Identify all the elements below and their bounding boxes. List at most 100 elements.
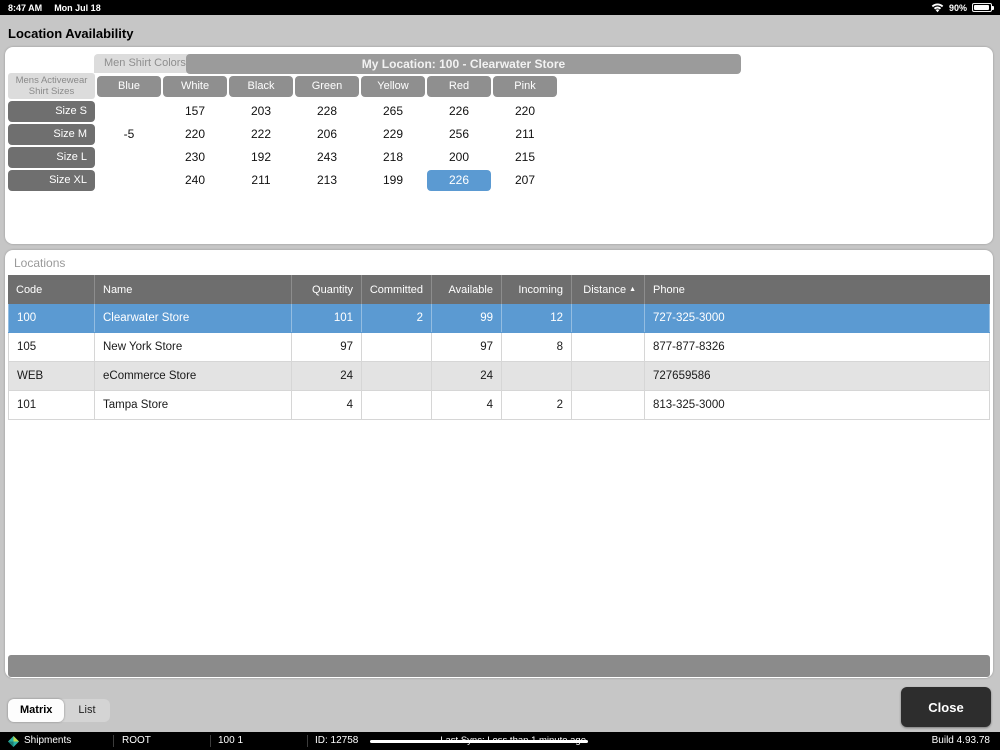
shipments-app-icon xyxy=(8,735,19,747)
matrix-cell[interactable]: 215 xyxy=(514,150,536,164)
bottom-bar-divider xyxy=(210,735,211,747)
bottom-bar-divider xyxy=(113,735,114,747)
matrix-cell[interactable]: 229 xyxy=(382,127,404,141)
matrix-cell-selected[interactable]: 226 xyxy=(427,170,491,191)
battery-nub xyxy=(992,6,994,10)
matrix-cell[interactable]: 157 xyxy=(184,104,206,118)
row-header-size-xl[interactable]: Size XL xyxy=(8,170,95,191)
ios-status-bar: 8:47 AM Mon Jul 18 90% xyxy=(0,0,1000,15)
matrix-cell[interactable]: 199 xyxy=(382,173,404,187)
column-header-pink[interactable]: Pink xyxy=(493,75,557,97)
my-location-banner: My Location: 100 - Clearwater Store xyxy=(186,54,741,74)
matrix-cell[interactable]: 230 xyxy=(184,150,206,164)
matrix-cell[interactable] xyxy=(97,147,161,168)
tab-men-shirt-colors[interactable]: Men Shirt Colors xyxy=(94,54,196,73)
cell-available: 24 xyxy=(432,362,502,390)
row-header-size-m[interactable]: Size M xyxy=(8,124,95,145)
location-row[interactable]: 105 New York Store 97 97 8 877-877-8326 xyxy=(8,333,990,362)
column-header-quantity[interactable]: Quantity xyxy=(292,275,362,304)
cell-available: 99 xyxy=(432,304,502,332)
matrix-cell[interactable]: 207 xyxy=(514,173,536,187)
matrix-cell[interactable]: 206 xyxy=(316,127,338,141)
matrix-cell[interactable]: 228 xyxy=(316,104,338,118)
battery-fill xyxy=(974,5,989,10)
column-header-code[interactable]: Code xyxy=(8,275,95,304)
column-header-black[interactable]: Black xyxy=(229,75,293,97)
cell-committed xyxy=(362,391,432,419)
record-id-label: ID: 12758 xyxy=(315,735,359,746)
matrix-cell[interactable]: 220 xyxy=(514,104,536,118)
cell-name: Clearwater Store xyxy=(95,304,292,332)
cell-code: WEB xyxy=(8,362,95,390)
cell-available: 4 xyxy=(432,391,502,419)
matrix-cell[interactable] xyxy=(97,101,161,122)
matrix-cell[interactable]: 220 xyxy=(184,127,206,141)
battery-percent: 90% xyxy=(948,2,967,13)
column-header-red[interactable]: Red xyxy=(427,75,491,97)
row-header-size-s[interactable]: Size S xyxy=(8,101,95,122)
cell-distance xyxy=(572,304,645,332)
matrix-cell[interactable]: 192 xyxy=(250,150,272,164)
matrix-cell[interactable]: 256 xyxy=(448,127,470,141)
cell-committed: 2 xyxy=(362,304,432,332)
column-header-incoming[interactable]: Incoming xyxy=(502,275,572,304)
column-header-green[interactable]: Green xyxy=(295,75,359,97)
cell-distance xyxy=(572,362,645,390)
column-header-distance[interactable]: Distance ▲ xyxy=(572,275,645,304)
matrix-cell[interactable]: 211 xyxy=(515,127,535,141)
matrix-cell[interactable]: 211 xyxy=(251,173,271,187)
column-header-yellow[interactable]: Yellow xyxy=(361,75,425,97)
battery-icon xyxy=(972,3,994,12)
column-header-committed[interactable]: Committed xyxy=(362,275,432,304)
locations-scrollbar[interactable] xyxy=(8,655,990,677)
matrix-cell[interactable]: -5 xyxy=(123,127,135,141)
matrix-view-button[interactable]: Matrix xyxy=(8,699,65,722)
status-date: Mon Jul 18 xyxy=(54,2,101,13)
sync-status-text: Last Sync: Less than 1 minute ago xyxy=(440,735,586,746)
matrix-cell[interactable]: 243 xyxy=(316,150,338,164)
column-header-available[interactable]: Available xyxy=(432,275,502,304)
cell-code: 100 xyxy=(8,304,95,332)
cell-incoming: 8 xyxy=(502,333,572,361)
location-row[interactable]: 101 Tampa Store 4 4 2 813-325-3000 xyxy=(8,391,990,420)
bottom-bar-divider xyxy=(307,735,308,747)
matrix-grid: Mens Activewear Shirt Sizes Blue White B… xyxy=(8,73,557,191)
shipments-label: Shipments xyxy=(24,735,72,746)
cell-name: New York Store xyxy=(95,333,292,361)
view-toggle: Matrix List xyxy=(8,699,110,722)
distance-label: Distance xyxy=(583,283,627,296)
cell-name: eCommerce Store xyxy=(95,362,292,390)
matrix-cell[interactable]: 200 xyxy=(448,150,470,164)
column-header-blue[interactable]: Blue xyxy=(97,75,161,97)
list-view-button[interactable]: List xyxy=(78,704,96,716)
locations-header-row: Code Name Quantity Committed Available I… xyxy=(8,275,990,304)
matrix-cell[interactable]: 203 xyxy=(250,104,272,118)
matrix-cell[interactable]: 240 xyxy=(184,173,206,187)
row-header-size-l[interactable]: Size L xyxy=(8,147,95,168)
matrix-cell[interactable]: 226 xyxy=(448,104,470,118)
cell-quantity: 4 xyxy=(292,391,362,419)
close-button[interactable]: Close xyxy=(901,687,991,727)
column-header-name[interactable]: Name xyxy=(95,275,292,304)
column-header-phone[interactable]: Phone xyxy=(653,283,685,296)
location-code-label: 100 1 xyxy=(218,735,244,746)
cell-committed xyxy=(362,362,432,390)
location-row[interactable]: WEB eCommerce Store 24 24 727659586 xyxy=(8,362,990,391)
location-row[interactable]: 100 Clearwater Store 101 2 99 12 727-325… xyxy=(8,304,990,333)
matrix-cell[interactable]: 218 xyxy=(382,150,404,164)
locations-title: Locations xyxy=(14,256,66,270)
cell-quantity: 97 xyxy=(292,333,362,361)
column-header-white[interactable]: White xyxy=(163,75,227,97)
cell-phone: 877-877-8326 xyxy=(645,333,990,361)
sort-ascending-icon: ▲ xyxy=(629,286,636,293)
matrix-cell[interactable]: 222 xyxy=(250,127,272,141)
matrix-cell[interactable]: 265 xyxy=(382,104,404,118)
cell-quantity: 24 xyxy=(292,362,362,390)
matrix-cell[interactable] xyxy=(97,170,161,191)
bottom-bar: Shipments ROOT 100 1 ID: 12758 Last Sync… xyxy=(0,732,1000,750)
matrix-cell[interactable]: 213 xyxy=(316,173,338,187)
build-label: Build 4.93.78 xyxy=(931,735,990,746)
root-label: ROOT xyxy=(122,735,151,746)
cell-incoming: 2 xyxy=(502,391,572,419)
